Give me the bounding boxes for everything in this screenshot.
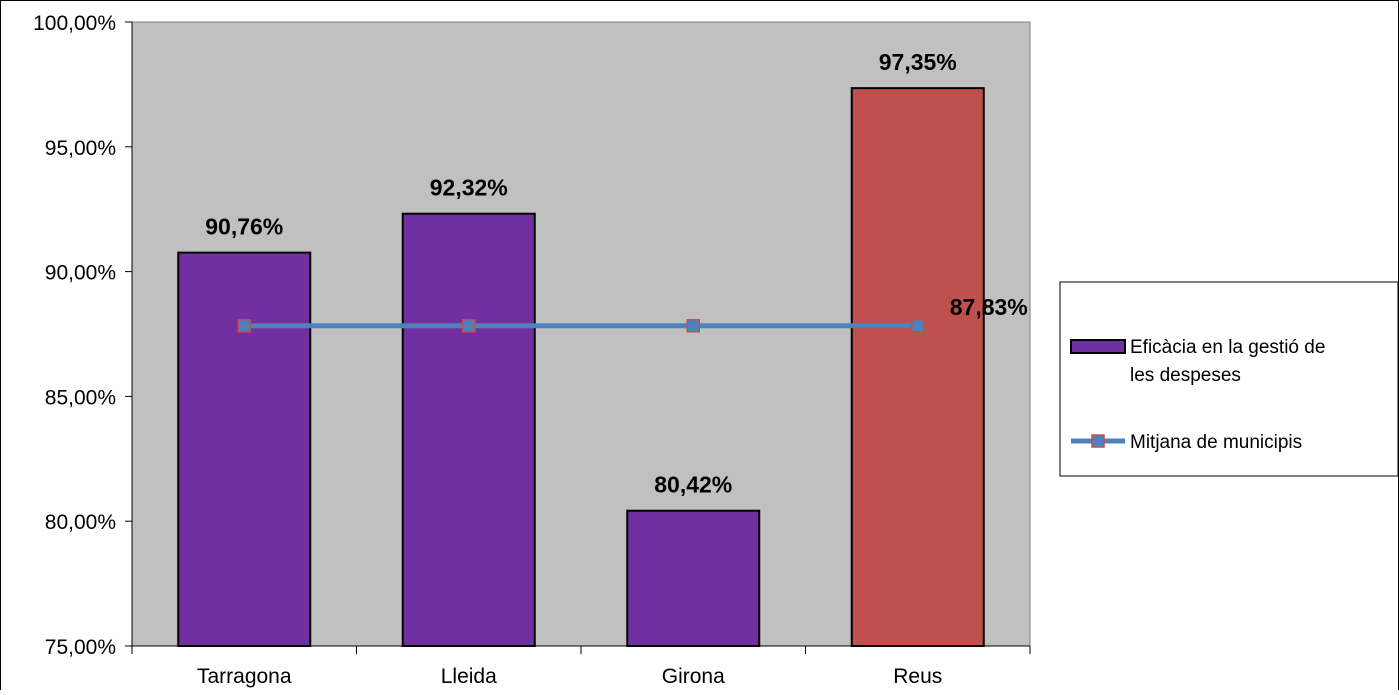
bar-tarragona <box>177 251 312 647</box>
bar-girona <box>626 509 761 647</box>
x-tick-label: Lleida <box>441 665 497 688</box>
legend-label-line: Mitjana de municipis <box>1130 432 1302 453</box>
average-marker <box>237 319 251 333</box>
bar-value-label: 92,32% <box>430 175 508 201</box>
x-tick-label: Reus <box>893 665 942 688</box>
legend-label-bar: Eficàcia en la gestió de <box>1130 337 1325 358</box>
legend-swatch-bar <box>1070 339 1126 354</box>
y-tick-label: 85,00% <box>45 386 116 409</box>
average-marker <box>462 319 476 333</box>
y-tick-label: 80,00% <box>45 511 116 534</box>
bar-reus <box>850 87 985 648</box>
bar-value-label: 97,35% <box>879 49 957 75</box>
legend-label-bar-line2: les despeses <box>1130 365 1241 386</box>
y-tick-label: 95,00% <box>45 137 116 160</box>
average-marker <box>686 319 700 333</box>
legend-box <box>1059 281 1399 477</box>
x-tick-label: Girona <box>662 665 725 688</box>
bar-value-label: 90,76% <box>205 214 283 240</box>
x-tick-label: Tarragona <box>197 665 292 688</box>
y-tick-label: 100,00% <box>33 12 116 35</box>
average-value-label: 87,83% <box>950 294 1028 320</box>
bar-lleida <box>401 212 536 647</box>
y-tick-label: 90,00% <box>45 262 116 285</box>
legend-swatch-marker <box>1091 434 1105 448</box>
average-marker <box>911 319 925 333</box>
bar-value-label: 80,42% <box>654 472 732 498</box>
y-tick-label: 75,00% <box>45 636 116 659</box>
